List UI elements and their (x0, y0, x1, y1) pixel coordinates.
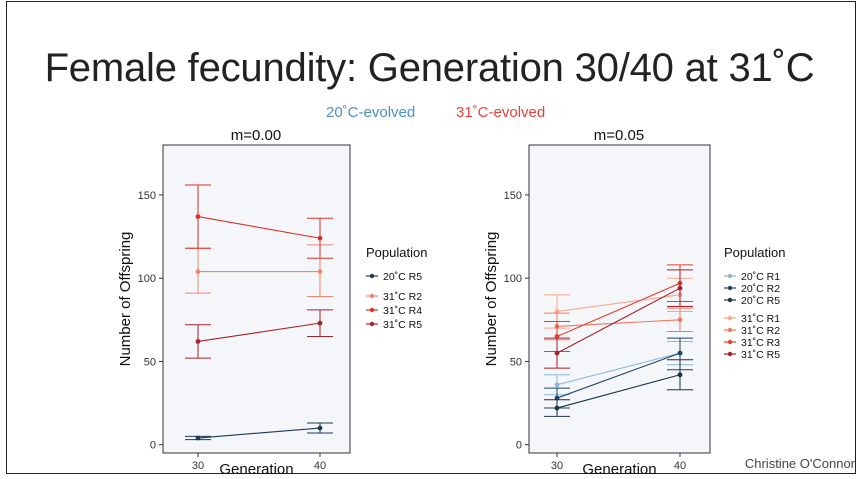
legend-key-dot (727, 297, 733, 303)
series-line (556, 287, 681, 354)
series-line (197, 322, 321, 342)
y-tick-label: 0 (150, 440, 156, 452)
legend-label: 31˚C R2 (741, 325, 780, 337)
y-axis-title: Number of Offspring (117, 232, 134, 367)
legend-label: 20˚C R2 (741, 283, 780, 295)
y-tick-label: 50 (144, 356, 156, 368)
legend-31-evolved: 31˚C-evolved (456, 104, 546, 121)
series-2 (185, 184, 333, 259)
chart-panel-0: m=0.00 0 50 100 150 30 40 Generation Number of O… (117, 127, 427, 478)
legend-label: 31˚C R1 (741, 313, 780, 325)
legend-label: 31˚C R5 (383, 319, 422, 331)
series-line (197, 427, 321, 439)
x-tick-label: 40 (674, 460, 686, 472)
slide-frame (6, 1, 856, 474)
series-line (556, 352, 681, 386)
y-axis-title: Number of Offspring (483, 232, 500, 367)
legend-title: Population (724, 245, 785, 260)
data-point (195, 214, 201, 219)
legend-key-dot (727, 315, 733, 321)
legend-key-dot (369, 321, 375, 327)
legend-key-dot (727, 351, 733, 357)
legend-label: 31˚C R2 (383, 291, 422, 303)
legend-key-dot (727, 339, 733, 345)
y-tick-label: 0 (516, 440, 522, 452)
legend: Population 20˚C R5 31˚C R2 31˚C R4 31˚C R5 (366, 245, 427, 331)
data-point (677, 350, 683, 356)
legend-key-dot (727, 273, 733, 279)
data-point (677, 317, 683, 323)
y-tick-label: 100 (504, 273, 522, 285)
y-tick-label: 50 (510, 356, 522, 368)
legend-label: 20˚C R1 (741, 271, 780, 283)
y-tick-label: 150 (138, 190, 156, 202)
legend-key-dot (727, 327, 733, 333)
series-line (197, 216, 321, 239)
legend-20-evolved: 20˚C-evolved (326, 104, 416, 121)
legend-label: 31˚C R4 (383, 305, 422, 317)
data-point (677, 372, 683, 378)
legend-key-dot (369, 293, 375, 299)
panel-title: m=0.05 (594, 127, 644, 144)
data-point (677, 285, 683, 291)
series-line (556, 282, 681, 337)
legend-key-dot (727, 285, 733, 291)
data-point (317, 269, 323, 274)
series-line (556, 294, 681, 313)
data-point (554, 382, 560, 388)
legend-title: Population (366, 245, 427, 260)
chart-panel-1: m=0.05 0 50 100 150 30 40 Generation Number of O… (483, 127, 785, 478)
series-line (556, 352, 681, 399)
plot-area (162, 144, 351, 454)
credit-text: Christine O'Connor (744, 456, 855, 471)
legend-label: 20˚C R5 (741, 295, 780, 307)
data-point (554, 405, 560, 411)
series-2 (544, 359, 693, 417)
data-point (554, 350, 560, 356)
panel-title: m=0.00 (231, 127, 281, 144)
slide-title: Female fecundity: Generation 30/40 at 31… (44, 46, 815, 90)
x-tick-label: 30 (192, 460, 204, 472)
y-tick-label: 100 (138, 273, 156, 285)
series-line (556, 374, 681, 409)
x-tick-label: 40 (314, 460, 326, 472)
data-point (195, 269, 201, 274)
data-point (317, 320, 323, 326)
legend-label: 20˚C R5 (383, 271, 422, 283)
x-axis-title: Generation (582, 461, 656, 478)
data-point (195, 435, 201, 441)
legend-label: 31˚C R3 (741, 337, 780, 349)
legend-label: 31˚C R5 (741, 349, 780, 361)
series-0 (185, 422, 333, 441)
data-point (317, 235, 323, 241)
series-line (556, 319, 681, 328)
legend-key-dot (369, 307, 375, 313)
data-point (195, 339, 201, 344)
series-3 (185, 309, 333, 359)
data-point (317, 425, 323, 431)
x-tick-label: 30 (551, 460, 563, 472)
series-6 (544, 269, 693, 369)
legend-key-dot (369, 273, 375, 279)
x-axis-title: Generation (219, 461, 293, 478)
y-tick-label: 150 (504, 190, 522, 202)
